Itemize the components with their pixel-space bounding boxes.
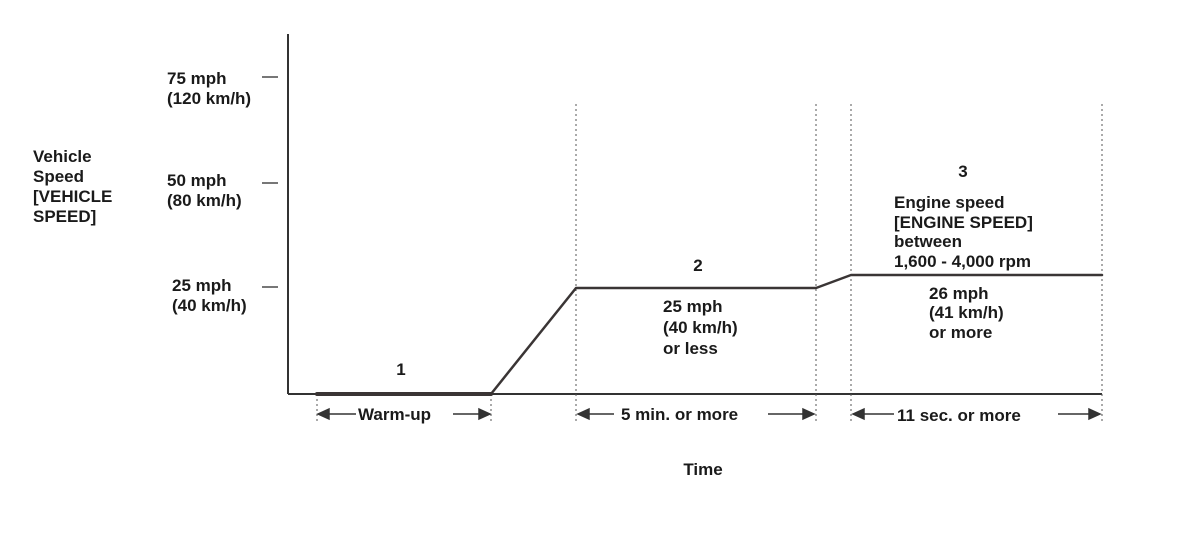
phase2-arrow-right-head bbox=[802, 407, 816, 421]
tick-label-50-mph: 50 mph (80 km/h) bbox=[167, 171, 242, 210]
y-axis-title: Vehicle Speed [VEHICLE SPEED] bbox=[33, 147, 117, 226]
phase-2-duration-label: 5 min. or more bbox=[621, 405, 738, 424]
phase-1-number: 1 bbox=[396, 360, 405, 379]
warmup-arrow-right-head bbox=[478, 407, 492, 421]
phase-3-number: 3 bbox=[958, 162, 967, 181]
warmup-arrow-left-head bbox=[316, 407, 330, 421]
duration-arrows bbox=[316, 407, 1102, 421]
phase-2-number: 2 bbox=[693, 256, 702, 275]
x-axis-title: Time bbox=[683, 460, 722, 479]
tick-label-75-mph: 75 mph (120 km/h) bbox=[167, 69, 251, 108]
phase-boundaries bbox=[316, 104, 1103, 422]
phase-2-speed-label: 25 mph (40 km/h) or less bbox=[663, 297, 742, 358]
speed-curve bbox=[489, 273, 1104, 396]
tick-label-25-mph: 25 mph (40 km/h) bbox=[172, 276, 247, 315]
phase2-arrow-left-head bbox=[576, 407, 590, 421]
speed-profile bbox=[315, 273, 1104, 396]
phase-1-duration-label: Warm-up bbox=[358, 405, 431, 424]
phase3-arrow-left-head bbox=[851, 407, 865, 421]
phase-3-speed-label: 26 mph (41 km/h) or more bbox=[929, 284, 1008, 342]
phase3-arrow-right-head bbox=[1088, 407, 1102, 421]
phase-3-duration-label: 11 sec. or more bbox=[897, 406, 1021, 425]
phase-3-condition-label: Engine speed [ENGINE SPEED] between 1,60… bbox=[894, 193, 1038, 271]
